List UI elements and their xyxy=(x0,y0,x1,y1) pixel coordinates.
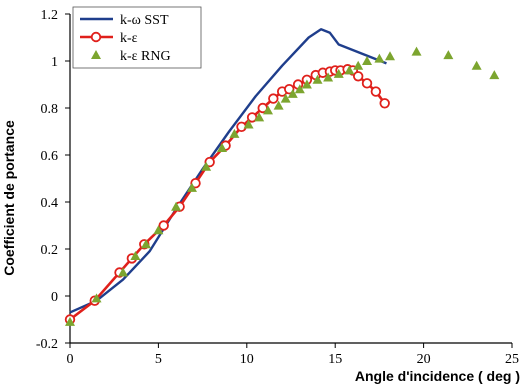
series-0 xyxy=(69,28,387,314)
data-point xyxy=(217,142,228,152)
data-point xyxy=(141,239,152,249)
x-tick-label: 10 xyxy=(240,352,254,367)
x-tick-label: 0 xyxy=(67,352,74,367)
data-point xyxy=(352,71,364,82)
x-axis-label: Angle d'incidence ( deg ) xyxy=(355,368,520,384)
data-point xyxy=(294,84,305,94)
y-ticks: -0.2 0 0.2 0.4 0.6 0.8 1 1.2 xyxy=(36,8,70,352)
data-point xyxy=(374,53,385,63)
data-point xyxy=(65,316,75,326)
data-point xyxy=(243,119,254,129)
data-point xyxy=(362,56,373,65)
data-point xyxy=(284,83,295,95)
x-tick-label: 5 xyxy=(155,352,162,367)
x-tick-label: 20 xyxy=(417,352,431,367)
data-point xyxy=(263,105,274,115)
data-point xyxy=(171,201,182,211)
y-tick-label: 0.2 xyxy=(41,243,59,258)
data-point xyxy=(379,98,390,109)
data-point xyxy=(91,293,102,303)
legend-marker xyxy=(90,31,102,43)
data-point xyxy=(361,78,373,89)
data-point xyxy=(287,88,298,98)
data-point xyxy=(204,156,215,168)
data-point xyxy=(190,177,201,189)
data-point xyxy=(273,100,284,110)
data-point xyxy=(186,182,197,192)
y-tick-label: 0.8 xyxy=(41,102,59,117)
y-tick-label: 0.4 xyxy=(41,196,59,211)
series-2 xyxy=(65,46,500,326)
legend-item: k-ε xyxy=(80,31,138,46)
y-tick-label: 0 xyxy=(51,290,58,305)
data-point xyxy=(489,70,500,80)
x-ticks: 0 5 10 15 20 25 xyxy=(67,343,519,367)
x-tick-label: 25 xyxy=(505,352,519,367)
x-tick-label: 15 xyxy=(328,352,342,367)
data-point xyxy=(268,93,279,104)
series-layer xyxy=(64,28,500,326)
data-point xyxy=(344,65,355,75)
data-point xyxy=(385,51,396,61)
legend: k-ω SST k-ε k-ε RNG xyxy=(72,6,202,69)
data-point xyxy=(301,79,312,89)
data-point xyxy=(323,72,334,82)
data-point xyxy=(333,68,344,78)
data-point xyxy=(201,161,212,171)
data-point xyxy=(153,225,164,235)
data-point xyxy=(254,112,265,122)
y-tick-label: 0.6 xyxy=(41,149,59,164)
series-line xyxy=(69,28,387,314)
data-point xyxy=(353,60,364,70)
data-point xyxy=(229,128,240,138)
data-point xyxy=(130,251,141,261)
legend-label: k-ε RNG xyxy=(120,49,171,64)
y-tick-label: 1.2 xyxy=(41,8,59,23)
data-point xyxy=(411,46,422,56)
legend-swatch xyxy=(91,50,101,59)
legend-label: k-ε xyxy=(120,31,138,46)
data-point xyxy=(280,93,291,103)
y-tick-label: -0.2 xyxy=(36,337,58,352)
data-point xyxy=(312,74,323,84)
legend-label: k-ω SST xyxy=(120,13,169,28)
series-line xyxy=(69,67,386,321)
axes xyxy=(69,14,512,344)
y-tick-label: 1 xyxy=(51,55,58,70)
data-point xyxy=(370,86,382,97)
data-point xyxy=(118,267,129,277)
data-point xyxy=(471,60,482,70)
y-axis-label: Coefficient de portance xyxy=(1,120,17,276)
legend-item: k-ω SST xyxy=(80,13,169,28)
legend-item: k-ε RNG xyxy=(91,49,171,64)
data-point xyxy=(158,220,169,231)
data-point xyxy=(443,50,454,60)
series-1 xyxy=(64,64,390,325)
